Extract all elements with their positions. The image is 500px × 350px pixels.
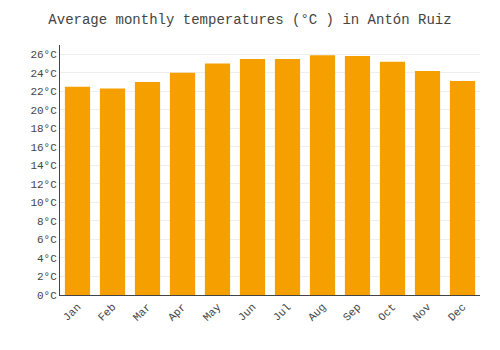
svg-text:Jan: Jan: [61, 301, 83, 323]
svg-text:6°C: 6°C: [37, 234, 57, 246]
svg-text:Jun: Jun: [236, 301, 258, 323]
svg-text:Oct: Oct: [376, 301, 398, 323]
svg-text:May: May: [201, 301, 224, 324]
svg-text:16°C: 16°C: [30, 142, 57, 154]
svg-text:Sep: Sep: [341, 301, 363, 323]
svg-text:8°C: 8°C: [37, 216, 57, 228]
svg-text:10°C: 10°C: [30, 197, 57, 209]
svg-text:18°C: 18°C: [30, 123, 57, 135]
svg-text:Jul: Jul: [271, 301, 293, 323]
svg-text:Nov: Nov: [411, 301, 434, 324]
svg-text:4°C: 4°C: [37, 253, 57, 265]
svg-text:Average monthly temperatures (: Average monthly temperatures (°C ) in An…: [48, 12, 451, 28]
svg-text:22°C: 22°C: [30, 86, 57, 98]
svg-text:Dec: Dec: [446, 301, 468, 323]
svg-text:12°C: 12°C: [30, 179, 57, 191]
svg-text:14°C: 14°C: [30, 160, 57, 172]
svg-text:2°C: 2°C: [37, 271, 57, 283]
svg-text:24°C: 24°C: [30, 68, 57, 80]
svg-text:Feb: Feb: [96, 301, 118, 323]
svg-text:Apr: Apr: [166, 301, 188, 323]
svg-text:Mar: Mar: [131, 301, 153, 323]
svg-text:0°C: 0°C: [37, 290, 57, 302]
svg-text:Aug: Aug: [306, 301, 328, 323]
svg-text:26°C: 26°C: [30, 49, 57, 61]
svg-text:20°C: 20°C: [30, 105, 57, 117]
